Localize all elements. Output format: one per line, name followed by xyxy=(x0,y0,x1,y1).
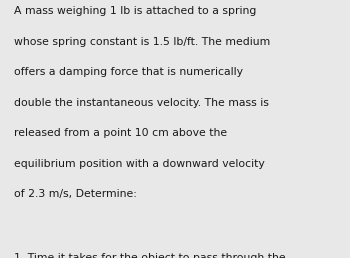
Text: offers a damping force that is numerically: offers a damping force that is numerical… xyxy=(14,67,243,77)
Text: equilibrium position with a downward velocity: equilibrium position with a downward vel… xyxy=(14,159,265,169)
Text: released from a point 10 cm above the: released from a point 10 cm above the xyxy=(14,128,227,138)
Text: 1. Time it takes for the object to pass through the: 1. Time it takes for the object to pass … xyxy=(14,253,286,258)
Text: whose spring constant is 1.5 lb/ft. The medium: whose spring constant is 1.5 lb/ft. The … xyxy=(14,37,270,47)
Text: of 2.3 m/s, Determine:: of 2.3 m/s, Determine: xyxy=(14,189,137,199)
Text: A mass weighing 1 lb is attached to a spring: A mass weighing 1 lb is attached to a sp… xyxy=(14,6,256,17)
Text: double the instantaneous velocity. The mass is: double the instantaneous velocity. The m… xyxy=(14,98,269,108)
